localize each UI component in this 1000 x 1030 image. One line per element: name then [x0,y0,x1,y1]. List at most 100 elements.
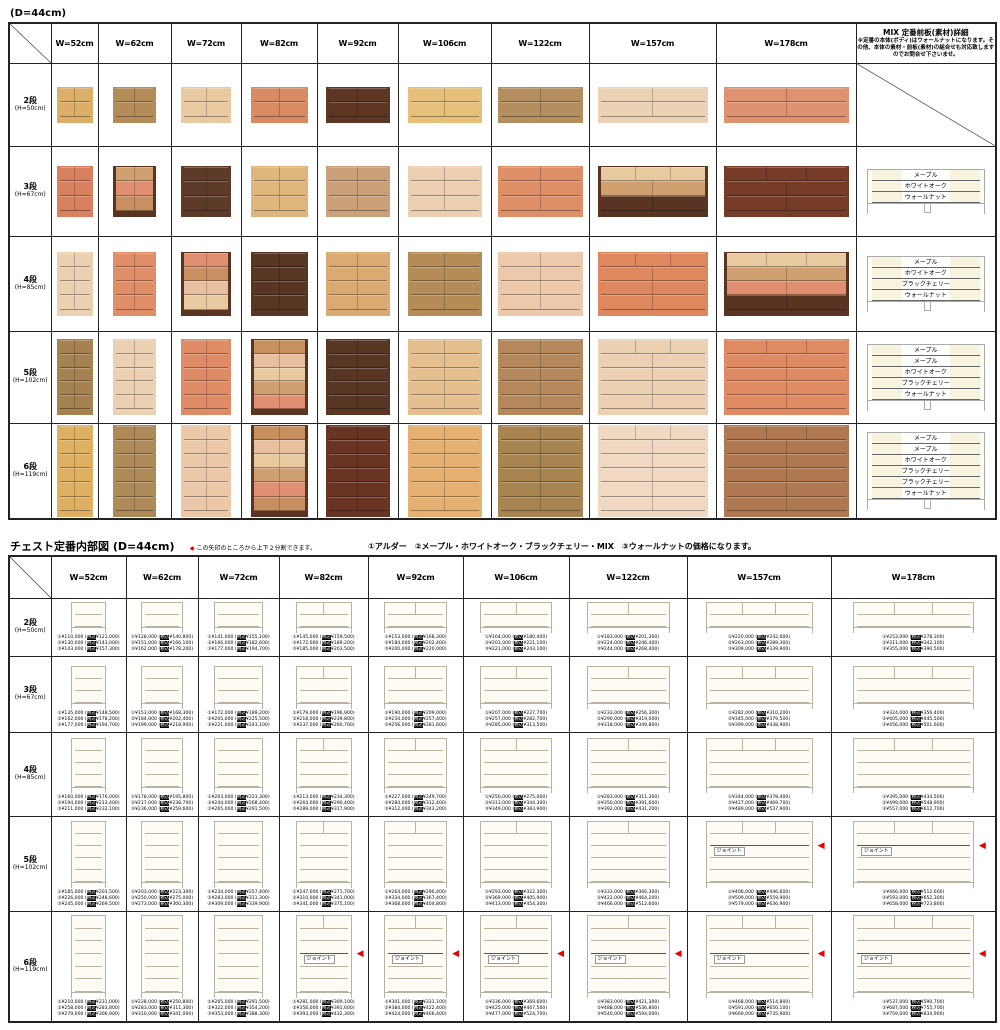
drawer [484,979,548,993]
drawer [600,266,705,281]
drawer [184,439,228,455]
chest-image [723,251,849,310]
price: ¥468,000 [732,1000,754,1005]
price-mark: ① [596,794,601,800]
chest-photo [170,145,242,237]
diagram-legs [384,882,447,888]
chest-legs [723,210,849,217]
price: ¥477,000 [489,1012,511,1017]
chest-legs [56,210,93,217]
price-mark: ① [882,634,887,640]
drawer [484,954,548,967]
price: ¥265,000 [211,806,234,812]
price: ¥250,000 [489,794,511,800]
price-mark: ① [882,710,887,716]
chest-photo [240,330,318,424]
drawer [484,602,548,615]
drawer [75,603,102,615]
tax-label: 税込 [514,646,524,652]
price-tax-included: ¥432,300 [330,1012,353,1017]
chest-image [597,86,708,117]
width-header: W=62cm [97,22,172,64]
tier-label: 2段 (H=50cm) [8,62,52,147]
width-header: W=157cm [686,555,832,599]
price-line: ②¥313,000 (税込¥344,300) [484,800,548,806]
drawer [410,468,479,483]
price-line: ①¥190,000 (税込¥209,000) [384,710,447,716]
price-tax-included: ¥291,500 [245,1000,268,1005]
drawer [328,425,387,440]
price-tax-included: ¥404,800 [422,901,445,907]
tax-label: 税込 [757,901,767,907]
width-header: W=122cm [490,22,590,64]
price-tax-included: ¥223,300 [169,889,192,895]
interior-cell: ①¥250,000 (税込¥275,000) ②¥313,000 (税込¥344,… [462,731,570,817]
price-line: ③¥221,000 (税込¥243,100) [484,646,548,652]
price-tax-included: ¥180,400 [523,634,546,640]
drawer [388,763,443,775]
price-list: ①¥228,000 (税込¥250,800) ②¥283,000 (税込¥311,… [131,1000,193,1018]
drawer [590,870,666,882]
tax-label: 税込 [321,710,331,716]
drawer [218,739,259,751]
interior-diagram [705,600,813,633]
price-list: ①¥283,000 (税込¥311,300) ②¥356,000 (税込¥391,… [596,794,660,813]
drawer [590,941,666,955]
price-line: ③¥466,000 (税込¥512,600) [596,901,660,907]
price-line: ①¥301,000 (税込¥331,100) [384,1000,447,1005]
tax-label: 税込 [911,800,921,806]
price: ¥178,000 [135,794,157,800]
tax-label: 税込 [236,716,246,722]
price-mark: ② [484,716,489,722]
price-mark: ③ [292,646,297,652]
price-line: ①¥250,000 (税込¥275,000) [484,794,548,800]
tier-row: 2段 (H=50cm) [8,62,997,147]
tax-label: 税込 [911,710,921,716]
price: ¥309,000 [211,901,234,907]
price: ¥221,000 [211,722,234,728]
diagram-legs [586,627,670,633]
drawer [184,367,228,382]
price-line: ①¥128,000 (税込¥140,800) [130,634,194,640]
price-line: ①¥383,000 (税込¥421,300) [596,1000,660,1005]
interior-cell: ①¥293,000 (税込¥322,300) ②¥369,000 (税込¥405,… [462,815,570,912]
drawer [709,821,809,834]
price-line: ③¥579,000 (税込¥636,900) [727,901,791,907]
interior-diagram [480,600,552,633]
price: ¥185,000 [61,889,84,895]
interior-cell: ①¥253,000 (税込¥278,300) ②¥311,000 (税込¥342,… [830,597,997,657]
drawer [253,166,305,182]
drawer [856,615,970,627]
chest-legs [325,116,390,123]
price: ¥190,000 [388,710,411,716]
price-mark: ③ [57,722,62,728]
interior-cell: ①¥203,000 (税込¥223,300) ②¥244,000 (税込¥268,… [197,731,280,817]
price-tax-included: ¥356,400 [920,710,943,716]
drawer [600,102,705,117]
price: ¥334,000 [388,895,411,901]
chest-photo [316,330,399,424]
price-tax-included: ¥311,300 [245,895,268,901]
price: ¥265,000 [211,1000,234,1005]
price-mark: ② [130,716,135,722]
price-line: ③¥392,000 (税込¥431,200) [596,806,660,812]
chest-photo [490,145,590,237]
chest-photo [170,62,242,147]
price-line: ③¥349,000 (税込¥383,900) [484,806,548,812]
price-mark: ② [596,640,601,646]
diagram-legs [295,627,352,633]
chest-photo [715,330,857,424]
price-mark: ① [207,634,212,640]
diagram-legs [141,627,183,633]
width-header: W=178cm [830,555,997,599]
drawer [116,181,153,196]
price-mark: ② [130,1006,135,1011]
price: ¥368,000 [388,901,411,907]
chest-image [181,424,231,511]
drawer [388,751,443,763]
price-mark: ② [882,1006,887,1011]
drawer [328,454,387,469]
tax-label: 税込 [413,646,423,652]
drawer [145,979,179,993]
drawer [388,821,443,834]
